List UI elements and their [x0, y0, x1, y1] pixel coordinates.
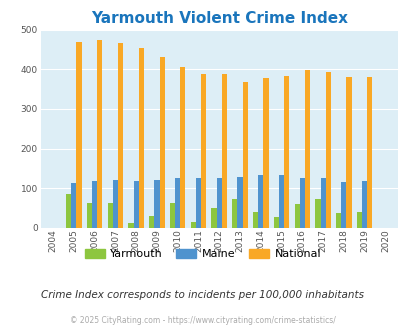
Bar [278, 176, 284, 228]
Bar [221, 75, 226, 228]
Bar [361, 181, 367, 228]
Bar [154, 180, 159, 228]
Bar [107, 203, 113, 228]
Bar [216, 178, 221, 228]
Bar [76, 42, 81, 228]
Bar [263, 78, 268, 228]
Legend: Yarmouth, Maine, National: Yarmouth, Maine, National [80, 244, 325, 263]
Bar [345, 77, 351, 228]
Bar [299, 178, 304, 228]
Bar [175, 178, 180, 228]
Bar [242, 82, 247, 228]
Bar [367, 77, 371, 228]
Bar [190, 222, 195, 228]
Bar [335, 213, 341, 228]
Bar [304, 71, 309, 228]
Bar [315, 199, 320, 228]
Bar [320, 178, 325, 228]
Bar [356, 212, 361, 228]
Bar [211, 208, 216, 228]
Bar [149, 216, 154, 228]
Bar [341, 182, 345, 228]
Bar [113, 180, 118, 228]
Text: Crime Index corresponds to incidents per 100,000 inhabitants: Crime Index corresponds to incidents per… [41, 290, 364, 300]
Bar [232, 199, 237, 228]
Bar [118, 43, 123, 228]
Bar [258, 175, 263, 228]
Bar [139, 48, 144, 228]
Bar [128, 222, 133, 228]
Bar [200, 75, 206, 228]
Bar [87, 203, 92, 228]
Bar [71, 182, 76, 228]
Bar [284, 76, 289, 228]
Bar [92, 181, 97, 228]
Bar [325, 72, 330, 228]
Bar [159, 57, 164, 228]
Bar [237, 178, 242, 228]
Bar [273, 217, 278, 228]
Bar [66, 194, 71, 228]
Bar [252, 212, 258, 228]
Bar [133, 182, 139, 228]
Bar [195, 178, 200, 228]
Text: © 2025 CityRating.com - https://www.cityrating.com/crime-statistics/: © 2025 CityRating.com - https://www.city… [70, 315, 335, 325]
Bar [294, 204, 299, 228]
Bar [169, 203, 175, 228]
Title: Yarmouth Violent Crime Index: Yarmouth Violent Crime Index [90, 11, 347, 26]
Bar [97, 40, 102, 228]
Bar [180, 67, 185, 228]
